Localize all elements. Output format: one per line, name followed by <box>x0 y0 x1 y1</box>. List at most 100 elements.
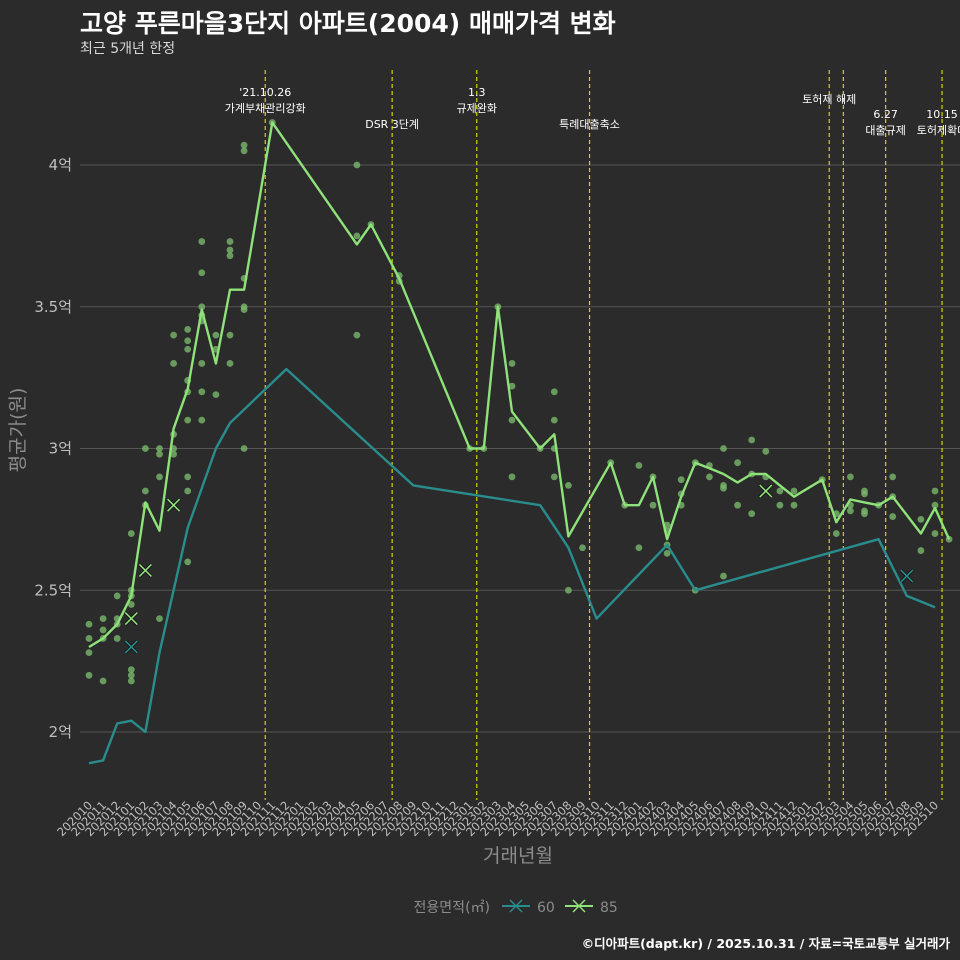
event-lines <box>264 70 943 800</box>
event-label: 6.27 <box>873 108 898 121</box>
event-label: 규제완화 <box>457 102 497 115</box>
scatter-point <box>226 238 234 245</box>
scatter-point <box>748 510 756 518</box>
marker-60 <box>900 569 914 583</box>
y-axis-title: 평균가(원) <box>7 388 29 473</box>
x-markers <box>124 483 914 655</box>
scatter-point <box>677 476 685 484</box>
scatter-point <box>776 501 784 509</box>
event-label: '21.10.26 <box>239 86 291 99</box>
scatter-point <box>240 306 248 313</box>
scatter-point <box>198 238 206 245</box>
scatter-point <box>184 558 192 566</box>
scatter-point <box>861 510 868 518</box>
scatter-point <box>156 450 163 458</box>
scatter-point <box>85 649 93 657</box>
scatter-point <box>170 450 178 458</box>
legend-label-85: 85 <box>600 900 618 916</box>
scatter-point <box>889 473 897 481</box>
marker-60 <box>124 640 138 654</box>
event-label: 가계부채관리강화 <box>225 102 306 115</box>
y-tick-label: 3.5억 <box>34 298 72 316</box>
scatter-point <box>861 490 868 498</box>
event-label: DSR 3단계 <box>365 118 419 131</box>
scatter-point <box>85 671 93 679</box>
scatter-point <box>917 547 925 554</box>
scatter-point <box>734 501 741 509</box>
marker-85 <box>759 484 773 498</box>
scatter-point <box>508 473 516 481</box>
event-label: 토허제확대 <box>917 124 960 137</box>
scatter-point <box>847 473 854 481</box>
scatter-point <box>748 436 756 444</box>
scatter-point <box>720 445 727 452</box>
y-tick-label: 2억 <box>49 723 72 741</box>
scatter-point <box>790 487 798 495</box>
scatter-point <box>353 331 361 339</box>
marker-85 <box>138 563 152 577</box>
scatter-point <box>847 507 854 515</box>
scatter-point <box>790 501 798 509</box>
scatter-point <box>156 473 163 481</box>
grid-lines <box>80 164 960 733</box>
scatter-point <box>635 544 643 552</box>
scatter-point <box>99 626 107 634</box>
scatter-point <box>156 445 163 452</box>
legend: 전용면적(㎡) 60 85 <box>414 899 618 916</box>
scatter-point <box>85 620 93 628</box>
scatter-point <box>170 360 178 367</box>
scatter-point <box>240 445 248 452</box>
scatter-point <box>198 388 206 396</box>
scatter-point <box>184 326 192 333</box>
event-label: 특례대출축소 <box>559 118 620 131</box>
legend-label-60: 60 <box>537 900 555 916</box>
scatter-point <box>353 161 361 169</box>
scatter-point <box>184 337 192 345</box>
scatter-point <box>127 677 135 685</box>
scatter-point <box>550 473 558 481</box>
scatter-point <box>720 484 727 492</box>
scatter-point <box>917 515 925 523</box>
scatter-point <box>212 391 220 399</box>
legend-title: 전용면적(㎡) <box>414 900 490 916</box>
scatter-point <box>649 501 657 509</box>
scatter-point <box>931 501 939 509</box>
scatter-point <box>142 445 149 452</box>
scatter-point <box>226 360 234 367</box>
event-label: 1.3 <box>468 86 486 99</box>
scatter-point <box>931 530 939 537</box>
scatter-points <box>85 119 953 685</box>
scatter-point <box>240 147 248 155</box>
scatter-point <box>762 447 770 455</box>
scatter-point <box>832 530 840 537</box>
scatter-point <box>226 331 234 339</box>
scatter-point <box>184 473 192 481</box>
event-label: 토허제 해제 <box>802 92 856 106</box>
scatter-point <box>113 592 121 600</box>
marker-85 <box>167 498 181 512</box>
scatter-point <box>635 462 643 469</box>
y-tick-label: 3억 <box>49 440 72 458</box>
scatter-point <box>127 666 135 674</box>
scatter-point <box>931 487 939 495</box>
y-tick-label: 2.5억 <box>34 581 72 599</box>
scatter-point <box>226 246 234 254</box>
series-line-60 <box>88 367 936 765</box>
scatter-point <box>565 586 572 594</box>
scatter-point <box>127 530 135 537</box>
scatter-point <box>142 487 149 495</box>
scatter-point <box>565 481 572 489</box>
scatter-point <box>113 635 121 642</box>
chart-title: 고양 푸른마을3단지 아파트(2004) 매매가격 변화 <box>80 9 616 38</box>
scatter-point <box>889 513 897 520</box>
scatter-point <box>550 388 558 396</box>
source-caption: ©디아파트(dapt.kr) / 2025.10.31 / 자료=국토교통부 실… <box>581 936 950 951</box>
y-axis-ticks: 2억 2.5억 3억 3.5억 4억 <box>34 156 72 741</box>
legend-marker-85 <box>572 899 586 913</box>
scatter-point <box>226 252 234 260</box>
scatter-point <box>508 416 516 424</box>
series-line-85 <box>88 121 951 649</box>
legend-marker-60 <box>509 899 523 913</box>
